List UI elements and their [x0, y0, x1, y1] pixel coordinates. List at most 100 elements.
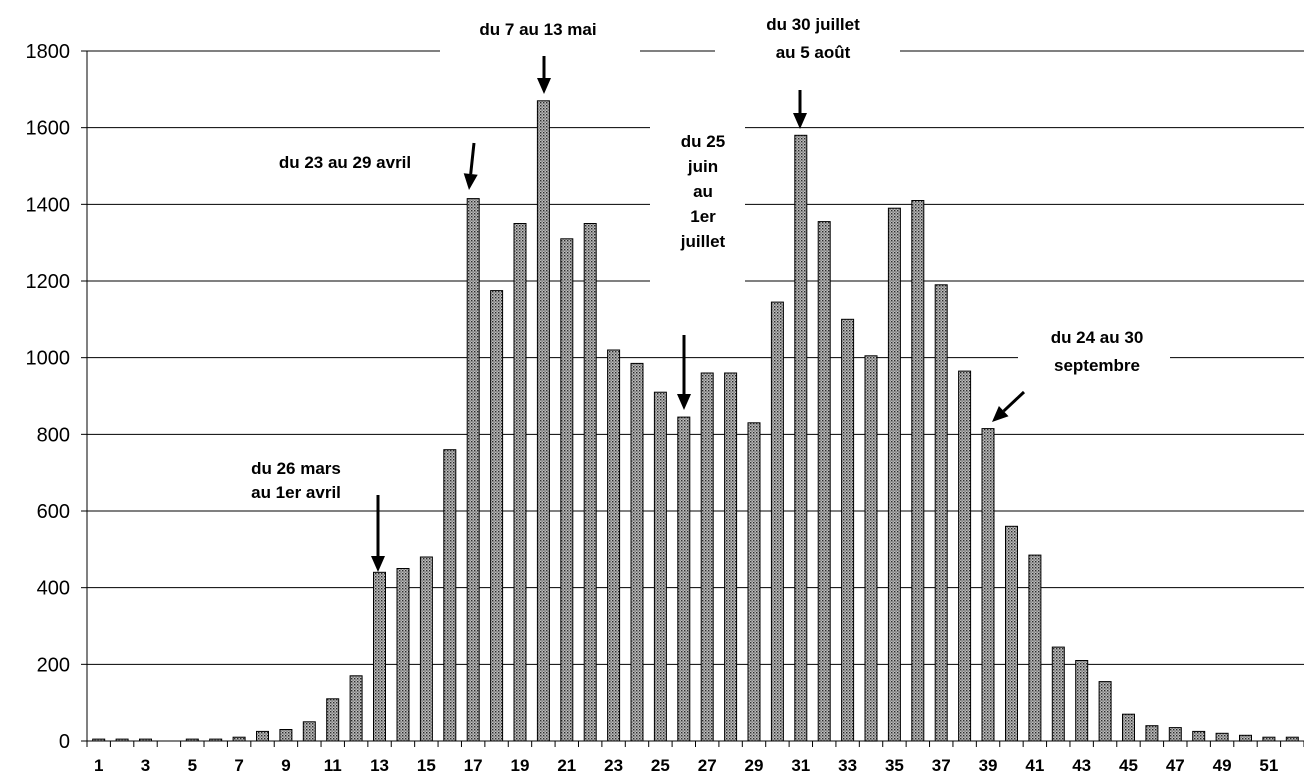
annotation: du 30 juillet au 5 août: [715, 8, 900, 129]
bar: [326, 698, 340, 742]
annotation: du 7 au 13 mai: [440, 14, 640, 94]
bar: [1239, 734, 1252, 742]
bar: [864, 355, 878, 742]
bars: [92, 100, 1299, 742]
x-tick-label: 13: [370, 756, 389, 775]
bar: [911, 200, 925, 742]
annotation-background: [440, 14, 640, 56]
annotation-label: au 1er avril: [251, 483, 341, 502]
x-tick-label: 25: [651, 756, 670, 775]
bar: [443, 449, 457, 742]
annotation-background: [1018, 322, 1170, 380]
bar: [747, 422, 761, 742]
bar: [279, 729, 293, 742]
annotation-arrowhead: [463, 173, 478, 190]
annotation: du 26 mars au 1er avril: [205, 459, 385, 572]
bar: [1262, 736, 1276, 742]
bar: [560, 238, 574, 742]
bar: [396, 568, 410, 742]
bar: [630, 362, 644, 742]
annotation-arrowhead: [371, 556, 385, 572]
bar: [1005, 525, 1018, 742]
x-tick-label: 5: [188, 756, 197, 775]
x-tick-label: 21: [557, 756, 576, 775]
x-tick-label: 51: [1259, 756, 1278, 775]
bar: [583, 223, 597, 742]
annotation-label: 1er: [690, 207, 716, 226]
bar: [770, 301, 784, 742]
annotation-background: [715, 8, 900, 76]
x-tick-label: 31: [791, 756, 810, 775]
bar: [607, 349, 621, 742]
x-tick-label: 35: [885, 756, 904, 775]
annotation-label: juin: [687, 157, 718, 176]
bar: [466, 198, 480, 742]
bar: [794, 134, 808, 742]
x-tick-label: 37: [932, 756, 951, 775]
y-axis-ticks: 0 200 400 600 800 1000 1200 1400 1600 1800: [26, 41, 87, 753]
x-tick-label: 39: [979, 756, 998, 775]
y-tick-label: 1600: [26, 118, 71, 140]
bar: [653, 391, 667, 742]
annotation-label: au: [693, 182, 713, 201]
x-tick-label: 9: [281, 756, 290, 775]
bar: [536, 100, 550, 742]
annotation-background: [245, 150, 450, 176]
x-tick-label: 29: [745, 756, 764, 775]
bar: [841, 318, 855, 742]
annotation-label: du 23 au 29 avril: [279, 153, 411, 172]
bar: [1215, 732, 1229, 742]
bar: [724, 372, 738, 742]
annotation-label: du 26 mars: [251, 459, 341, 478]
bar: [1098, 681, 1112, 742]
annotation-label: septembre: [1054, 356, 1140, 375]
x-tick-label: 27: [698, 756, 717, 775]
annotation-arrow: [1002, 390, 1026, 413]
x-tick-label: 33: [838, 756, 857, 775]
x-tick-label: 17: [464, 756, 483, 775]
bar: [1122, 713, 1135, 742]
annotation: du 23 au 29 avril: [245, 142, 478, 190]
y-tick-label: 1400: [26, 194, 71, 216]
annotation: du 25 juin au 1er juillet: [650, 125, 745, 410]
bar: [490, 290, 504, 742]
bar: [1051, 646, 1065, 742]
annotation-background: [205, 498, 215, 504]
bar: [1285, 736, 1299, 742]
x-tick-label: 47: [1166, 756, 1185, 775]
x-tick-label: 23: [604, 756, 623, 775]
bar: [817, 221, 831, 742]
annotation-label: du 25: [681, 132, 725, 151]
y-tick-label: 1000: [26, 348, 71, 370]
bar: [232, 736, 246, 742]
x-tick-label: 43: [1072, 756, 1091, 775]
annotations: du 26 mars au 1er avril du 23 au 29 avril d…: [205, 8, 1170, 572]
bar: [958, 370, 972, 742]
annotation-label: du 7 au 13 mai: [479, 20, 596, 39]
bar: [934, 284, 948, 742]
x-tick-label: 49: [1213, 756, 1232, 775]
annotation-arrowhead: [677, 394, 691, 410]
annotation-arrowhead: [992, 406, 1009, 422]
y-tick-label: 800: [37, 424, 70, 446]
annotation-label: juillet: [680, 232, 726, 251]
x-axis-ticks: 1 3 5 7 9 11 13 15 17 19 21 23 25 27 29 31 33 35 37 39 41 43 4…: [86, 741, 1304, 775]
annotation-arrow: [469, 142, 476, 175]
bar: [513, 223, 527, 742]
annotation-label: du 24 au 30: [1051, 328, 1144, 347]
x-tick-label: 45: [1119, 756, 1138, 775]
bar: [349, 675, 363, 742]
bar: [981, 428, 995, 742]
bar: [373, 571, 386, 742]
x-tick-label: 19: [511, 756, 530, 775]
bar: [1028, 554, 1042, 742]
bar: [256, 730, 269, 742]
bar: [887, 207, 901, 742]
bar: [1192, 730, 1206, 742]
annotation: du 24 au 30 septembre: [992, 322, 1170, 422]
y-tick-label: 1800: [26, 41, 71, 63]
x-tick-label: 41: [1025, 756, 1044, 775]
x-tick-label: 3: [141, 756, 150, 775]
annotation-label: au 5 août: [776, 43, 851, 62]
